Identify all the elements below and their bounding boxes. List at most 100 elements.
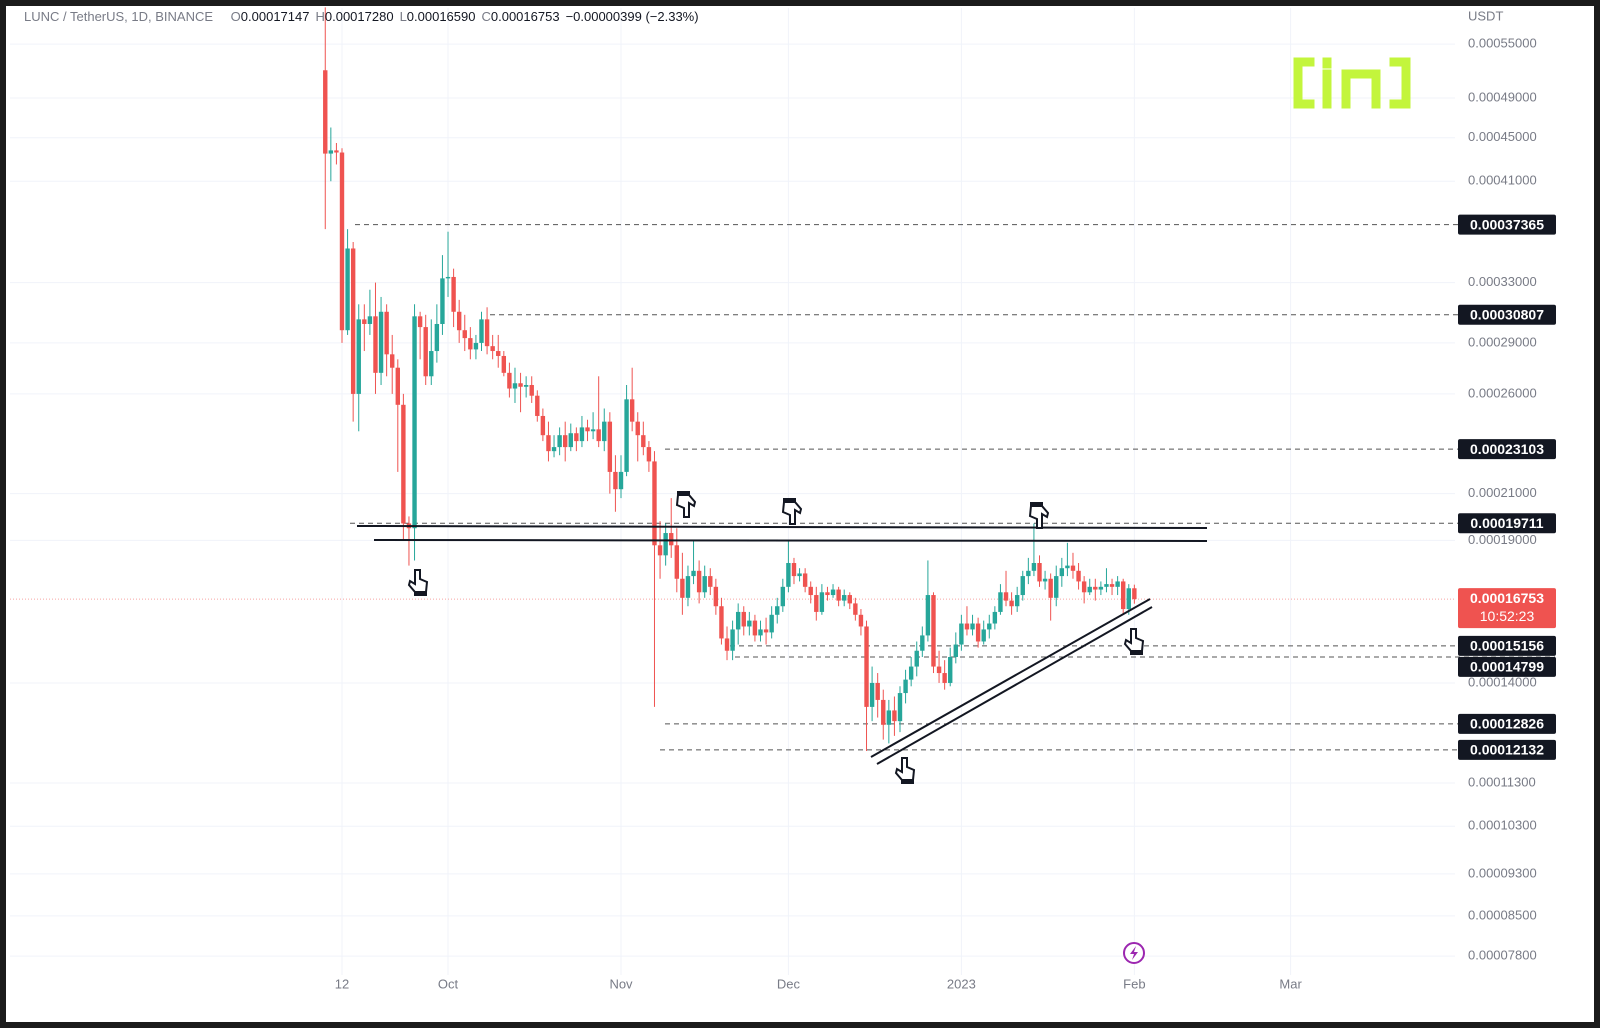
candles	[323, 7, 1137, 752]
y-tick-label: 0.00008500	[1468, 907, 1537, 922]
candle-body	[423, 327, 428, 377]
candle-body	[975, 623, 981, 642]
candle-body	[1132, 588, 1137, 600]
candle-body	[775, 606, 780, 615]
candle-body	[920, 635, 925, 651]
candle-body	[875, 682, 880, 700]
candle-body	[613, 471, 618, 490]
price-level-box	[1458, 513, 1556, 534]
price-level-label: 0.00037365	[1470, 216, 1544, 232]
candle-body	[490, 346, 495, 352]
candle-body	[356, 319, 361, 394]
candle-body	[758, 629, 763, 636]
candle-body	[708, 576, 713, 587]
candle-body	[802, 573, 808, 587]
candle-body	[1121, 581, 1126, 610]
candle-body	[931, 595, 936, 667]
last-price-label: 0.00016753	[1470, 590, 1544, 606]
price-axis: 0.00055000 0.00049000 0.00045000 0.00041000…	[335, 36, 1556, 991]
pointer-icon	[894, 757, 916, 784]
candle-body	[702, 576, 707, 593]
candle-body	[546, 435, 551, 452]
candle-body	[523, 385, 529, 387]
candle-body	[629, 399, 635, 422]
pointer-icons	[407, 491, 1145, 784]
candle-body	[339, 152, 345, 331]
price-level-box	[1458, 439, 1556, 460]
y-tick-label: 0.00055000	[1468, 36, 1537, 51]
trend-line	[373, 539, 1208, 542]
last-price-box	[1458, 588, 1556, 629]
candle-body	[1054, 576, 1059, 598]
candle-body	[1098, 586, 1104, 590]
candle-body	[429, 351, 434, 377]
candle-body	[992, 611, 998, 624]
candle-body	[881, 699, 886, 725]
candle-body	[886, 710, 892, 725]
legend-value: 0.00017147	[241, 9, 310, 24]
y-tick-label: 0.00026000	[1468, 385, 1537, 400]
candle-body	[735, 611, 741, 630]
candle-body	[903, 679, 908, 694]
countdown-label: 10:52:23	[1480, 608, 1535, 624]
candle-body	[367, 316, 373, 324]
y-tick-label: 0.00045000	[1468, 129, 1537, 144]
candle-body	[378, 311, 384, 373]
candle-body	[847, 595, 852, 604]
candle-body	[858, 614, 864, 627]
trend-line	[870, 598, 1151, 758]
x-tick-label: Mar	[1279, 976, 1302, 991]
candle-body	[830, 589, 836, 596]
candle-body	[936, 666, 942, 674]
candle-body	[596, 429, 601, 442]
logo-bracket	[1293, 57, 1315, 109]
candle-body	[417, 316, 423, 328]
pointer-icon	[407, 569, 429, 596]
candle-body	[1093, 586, 1098, 590]
legend-value: 0.00016590	[407, 9, 476, 24]
candle-body	[468, 338, 473, 350]
candle-body	[657, 545, 663, 556]
y-tick-label: 0.00049000	[1468, 89, 1537, 104]
candle-body	[1042, 578, 1048, 582]
candle-body	[456, 311, 462, 331]
candle-body	[1048, 578, 1053, 598]
candle-body	[345, 248, 350, 331]
candle-body	[825, 592, 830, 596]
price-level-box	[1458, 214, 1556, 235]
candle-body	[987, 623, 992, 630]
candle-body	[925, 595, 931, 636]
candle-body	[1087, 586, 1092, 593]
candle-body	[434, 323, 440, 352]
legend-key: H	[315, 9, 324, 24]
legend-key: C	[481, 9, 490, 24]
trend-line	[876, 606, 1153, 765]
candle-body	[535, 395, 540, 416]
candle-body	[473, 342, 479, 350]
candle-body	[323, 70, 328, 154]
candle-body	[1003, 592, 1009, 601]
legend-key: L	[400, 9, 407, 24]
candle-body	[384, 311, 389, 355]
candle-body	[373, 316, 378, 373]
candle-body	[1109, 584, 1115, 587]
y-tick-label: 0.00041000	[1468, 173, 1537, 188]
pointer-icon	[1028, 502, 1050, 529]
candle-body	[328, 150, 334, 154]
candle-body	[685, 576, 691, 598]
candle-body	[948, 656, 953, 683]
candle-body	[663, 533, 668, 556]
icon-bolt[interactable]	[1130, 946, 1138, 960]
candle-body	[529, 385, 534, 396]
y-tick-label: 0.00019000	[1468, 532, 1537, 547]
candle-body	[1065, 565, 1070, 569]
candle-body	[1104, 584, 1109, 587]
price-level-label: 0.00019711	[1470, 515, 1543, 531]
x-tick-label: Dec	[777, 976, 801, 991]
lightning-icon[interactable]	[1123, 942, 1145, 964]
price-level-label: 0.00030807	[1470, 306, 1544, 322]
price-level-label: 0.00012132	[1470, 742, 1544, 758]
x-tick-label: 12	[335, 976, 349, 991]
